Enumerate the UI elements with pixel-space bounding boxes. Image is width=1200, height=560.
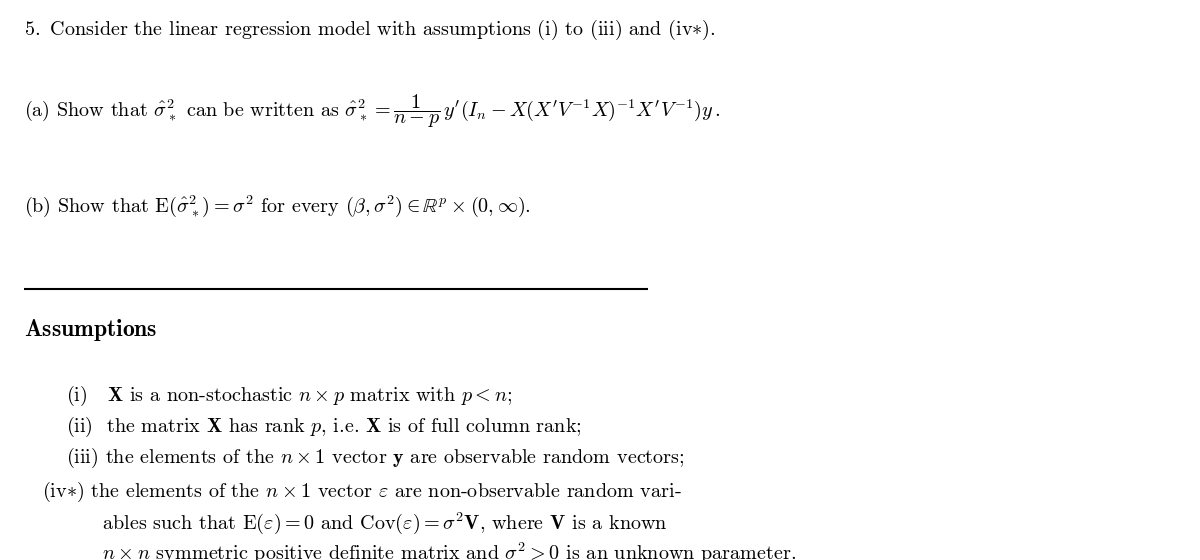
Text: (iii) the elements of the $n \times 1$ vector $\mathbf{y}$ are observable random: (iii) the elements of the $n \times 1$ v… bbox=[66, 446, 685, 470]
Text: (b) Show that $\mathrm{E}(\hat{\sigma}_*^2) = \sigma^2$ for every $(\beta, \sigm: (b) Show that $\mathrm{E}(\hat{\sigma}_*… bbox=[24, 193, 530, 219]
Text: $n \times n$ symmetric positive definite matrix and $\sigma^2 > 0$ is an unknown: $n \times n$ symmetric positive definite… bbox=[42, 541, 796, 560]
Text: (ii)  the matrix $\mathbf{X}$ has rank $p$, i.e. $\mathbf{X}$ is of full column : (ii) the matrix $\mathbf{X}$ has rank $p… bbox=[66, 415, 582, 439]
Text: (a) Show that $\hat{\sigma}_*^2$ can be written as $\hat{\sigma}_*^2 = \dfrac{1}: (a) Show that $\hat{\sigma}_*^2$ can be … bbox=[24, 93, 720, 130]
Text: (i)   $\mathbf{X}$ is a non-stochastic $n \times p$ matrix with $p < n$;: (i) $\mathbf{X}$ is a non-stochastic $n … bbox=[66, 384, 512, 408]
Text: $\mathbf{5.}$ Consider the linear regression model with assumptions (i) to (iii): $\mathbf{5.}$ Consider the linear regres… bbox=[24, 18, 715, 42]
Text: (iv$*$) the elements of the $n \times 1$ vector $\varepsilon$ are non-observable: (iv$*$) the elements of the $n \times 1$… bbox=[42, 480, 682, 505]
Text: $\mathbf{Assumptions}$: $\mathbf{Assumptions}$ bbox=[24, 317, 157, 343]
Text: ables such that $\mathrm{E}(\varepsilon) = \mathbf{0}$ and $\mathrm{Cov}(\vareps: ables such that $\mathrm{E}(\varepsilon)… bbox=[42, 510, 667, 536]
